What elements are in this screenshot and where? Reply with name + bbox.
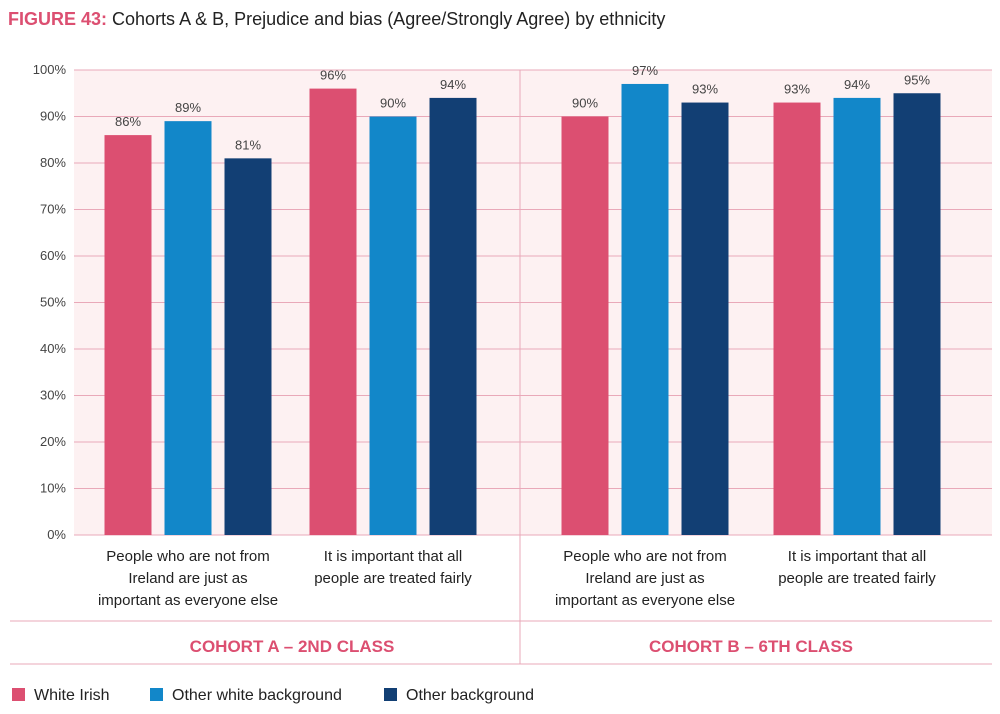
category-label-line: People who are not from (563, 548, 726, 565)
cohort-label: COHORT A – 2ND CLASS (190, 637, 395, 656)
legend-swatch (150, 688, 163, 701)
bar-value-label: 95% (904, 72, 930, 87)
bar-other-white-background (833, 97, 881, 536)
title-text: Cohorts A & B, Prejudice and bias (Agree… (112, 9, 665, 29)
y-tick-label: 80% (40, 155, 66, 170)
bar-value-label: 97% (632, 63, 658, 78)
category-label-line: Ireland are just as (128, 570, 247, 587)
y-tick-label: 60% (40, 248, 66, 263)
category-label-line: It is important that all (324, 548, 462, 565)
category-label-line: People who are not from (106, 548, 269, 565)
bar-value-label: 86% (115, 114, 141, 129)
bar-value-label: 93% (692, 82, 718, 97)
bar-value-label: 81% (235, 137, 261, 152)
y-tick-label: 40% (40, 341, 66, 356)
bar-white-irish (309, 88, 357, 535)
legend-item: White Irish (12, 687, 110, 704)
y-tick-label: 70% (40, 202, 66, 217)
bar-white-irish (104, 135, 152, 535)
bar-value-label: 90% (380, 96, 406, 111)
bar-other-white-background (369, 116, 417, 535)
bar-value-label: 93% (784, 82, 810, 97)
bar-other-white-background (621, 83, 669, 535)
legend-item: Other white background (150, 687, 342, 704)
legend-label: Other white background (172, 687, 342, 704)
y-tick-label: 50% (40, 295, 66, 310)
category-label-line: people are treated fairly (314, 570, 472, 587)
bar-other-background (429, 97, 477, 536)
data-labels: 86% 89% 81% 96% 90% 94% 90% 97% 93% 93% 94% 95% (115, 63, 930, 152)
y-tick-label: 100% (33, 62, 67, 77)
y-tick-label: 30% (40, 388, 66, 403)
legend-label: Other background (406, 687, 534, 704)
bar-other-white-background (164, 121, 212, 536)
y-axis-ticks: 0% 10% 20% 30% 40% 50% 60% 70% 80% 90% 100% (33, 62, 67, 542)
bar-value-label: 94% (844, 77, 870, 92)
bar-other-background (681, 102, 729, 536)
bar-white-irish (773, 102, 821, 536)
category-label-line: people are treated fairly (778, 570, 936, 587)
y-tick-label: 10% (40, 481, 66, 496)
y-tick-label: 90% (40, 109, 66, 124)
category-label-line: important as everyone else (98, 592, 278, 609)
category-label-line: Ireland are just as (585, 570, 704, 587)
y-tick-label: 20% (40, 434, 66, 449)
category-labels: People who are not from Ireland are just … (98, 548, 936, 609)
bar-value-label: 90% (572, 96, 598, 111)
bar-value-label: 89% (175, 100, 201, 115)
bar-value-label: 96% (320, 68, 346, 83)
legend-swatch (12, 688, 25, 701)
bars (104, 83, 941, 536)
legend-label: White Irish (34, 687, 110, 704)
legend: White Irish Other white background Other b… (12, 687, 534, 704)
category-label-line: important as everyone else (555, 592, 735, 609)
category-label-line: It is important that all (788, 548, 926, 565)
bar-value-label: 94% (440, 77, 466, 92)
bar-other-background (893, 93, 941, 535)
y-tick-label: 0% (47, 527, 66, 542)
bar-white-irish (561, 116, 609, 535)
cohort-label: COHORT B – 6TH CLASS (649, 637, 853, 656)
chart-title: FIGURE 43: Cohorts A & B, Prejudice and b… (8, 9, 665, 29)
cohort-band: COHORT A – 2ND CLASS COHORT B – 6TH CLASS (10, 620, 992, 665)
legend-swatch (384, 688, 397, 701)
figure-number: FIGURE 43: (8, 9, 107, 29)
bar-other-background (224, 158, 272, 535)
legend-item: Other background (384, 687, 534, 704)
